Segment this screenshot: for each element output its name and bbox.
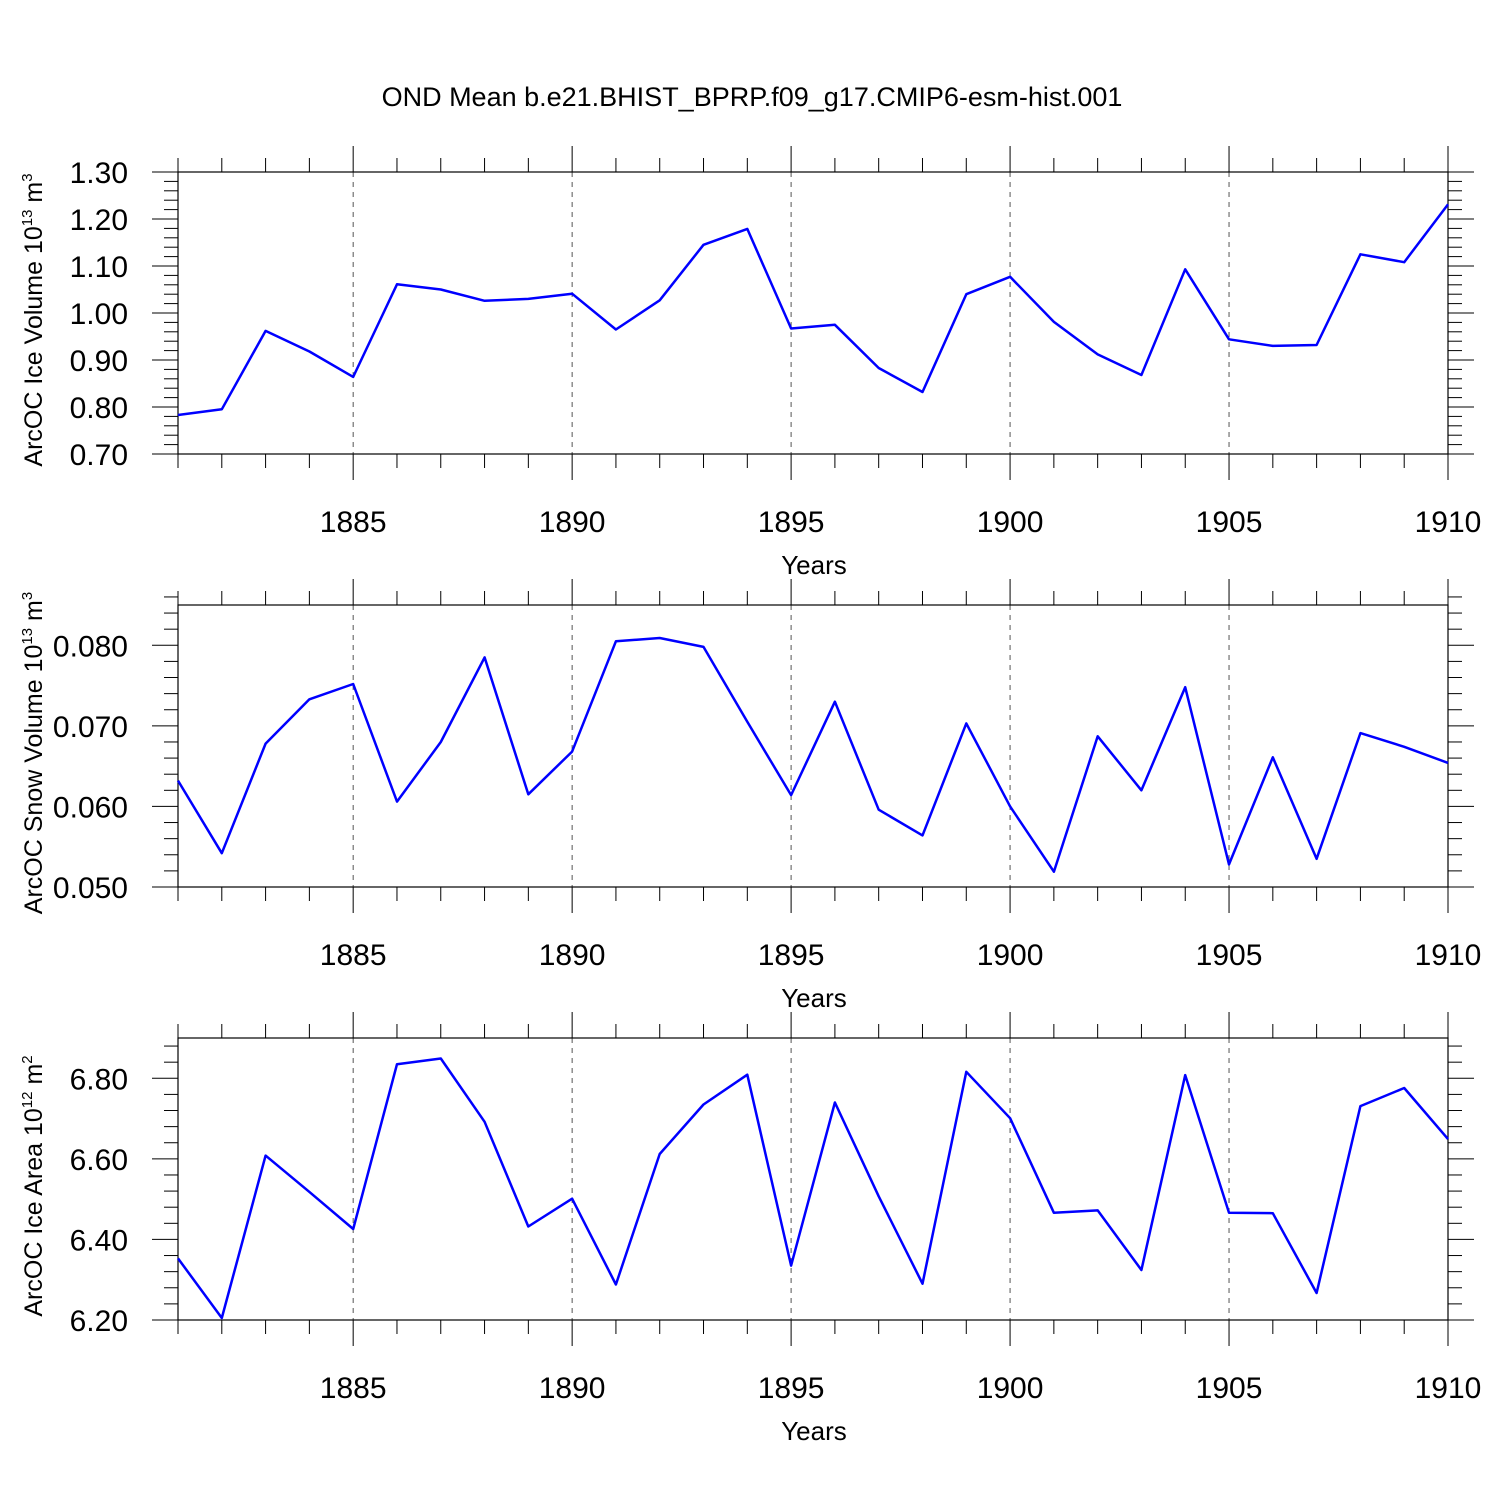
x-tick-label: 1900 (977, 939, 1044, 972)
x-tick-label: 1895 (758, 506, 825, 539)
plot-frame (177, 604, 1449, 888)
y-tick-label: 0.080 (53, 630, 128, 663)
x-tick-label: 1910 (1415, 939, 1482, 972)
y-axis-label-text: m (20, 182, 48, 210)
y-tick-label: 0.050 (53, 872, 128, 905)
figure-title: OND Mean b.e21.BHIST_BPRP.f09_g17.CMIP6-… (382, 82, 1123, 112)
x-tick-label: 1885 (320, 1372, 387, 1405)
y-tick-label: 0.70 (70, 439, 128, 472)
x-axis-label: Years (781, 550, 847, 580)
x-tick-label: 1885 (320, 506, 387, 539)
y-axis-label-superscript: 13 (19, 210, 36, 227)
y-axis-label-text: ArcOC Ice Area 10 (20, 1108, 48, 1316)
x-tick-label: 1890 (539, 1372, 606, 1405)
y-axis-label-superscript: 3 (19, 173, 36, 181)
y-tick-label: 1.10 (70, 251, 128, 284)
y-axis-label-text: m (20, 600, 48, 628)
y-axis-label-superscript: 3 (19, 592, 36, 600)
y-axis-label: ArcOC Ice Area 1012 m2 (19, 1055, 48, 1316)
x-tick-label: 1895 (758, 1372, 825, 1405)
x-tick-label: 1895 (758, 939, 825, 972)
x-tick-label: 1905 (1196, 1372, 1263, 1405)
plot-frame (177, 1037, 1449, 1321)
y-axis-label-text: ArcOC Snow Volume 10 (20, 645, 48, 915)
series-line-1 (177, 203, 1449, 417)
y-axis-label-superscript: 12 (19, 1092, 36, 1109)
y-tick-label: 1.00 (70, 298, 128, 331)
y-tick-label: 0.80 (70, 392, 128, 425)
chart-panel-3: 1885 1890 1895 1900 1905 1910 6.20 6.40 6.60 6.80… (19, 1012, 1481, 1446)
y-tick-label: 6.80 (70, 1063, 128, 1096)
x-tick-label: 1900 (977, 506, 1044, 539)
x-tick-label: 1905 (1196, 939, 1263, 972)
y-axis-label-text: m (20, 1064, 48, 1092)
x-tick-label: 1910 (1415, 506, 1482, 539)
plot-frame (177, 171, 1449, 455)
series-line-1 (176, 1057, 1449, 1320)
y-tick-label: 0.060 (53, 791, 128, 824)
x-axis-label: Years (781, 1416, 847, 1446)
chart-panel-1: 1885 1890 1895 1900 1905 1910 0.70 0.80 0.90 1.00… (19, 146, 1481, 580)
y-axis-label-text: ArcOC Ice Volume 10 (20, 226, 48, 466)
y-axis-label-superscript: 2 (19, 1055, 36, 1063)
chart-panel-2: 1885 1890 1895 1900 1905 1910 0.050 0.060 0.070 0… (19, 579, 1481, 1013)
y-axis-label: ArcOC Ice Volume 1013 m3 (19, 173, 48, 466)
x-tick-label: 1905 (1196, 506, 1263, 539)
y-tick-label: 6.60 (70, 1144, 128, 1177)
y-tick-label: 0.90 (70, 345, 128, 378)
y-axis-label-superscript: 13 (19, 628, 36, 645)
x-tick-label: 1890 (539, 939, 606, 972)
x-tick-label: 1910 (1415, 1372, 1482, 1405)
y-tick-label: 0.070 (53, 711, 128, 744)
y-tick-label: 1.20 (70, 204, 128, 237)
y-tick-label: 6.40 (70, 1224, 128, 1257)
x-tick-label: 1900 (977, 1372, 1044, 1405)
y-tick-label: 1.30 (70, 157, 128, 190)
x-tick-label: 1890 (539, 506, 606, 539)
panels: 1885 1890 1895 1900 1905 1910 0.70 0.80 0.90 1.00… (19, 146, 1481, 1446)
y-tick-label: 6.20 (70, 1305, 128, 1338)
x-tick-label: 1885 (320, 939, 387, 972)
y-axis-label: ArcOC Snow Volume 1013 m3 (19, 592, 48, 914)
series-line-1 (176, 636, 1449, 873)
x-axis-label: Years (781, 983, 847, 1013)
